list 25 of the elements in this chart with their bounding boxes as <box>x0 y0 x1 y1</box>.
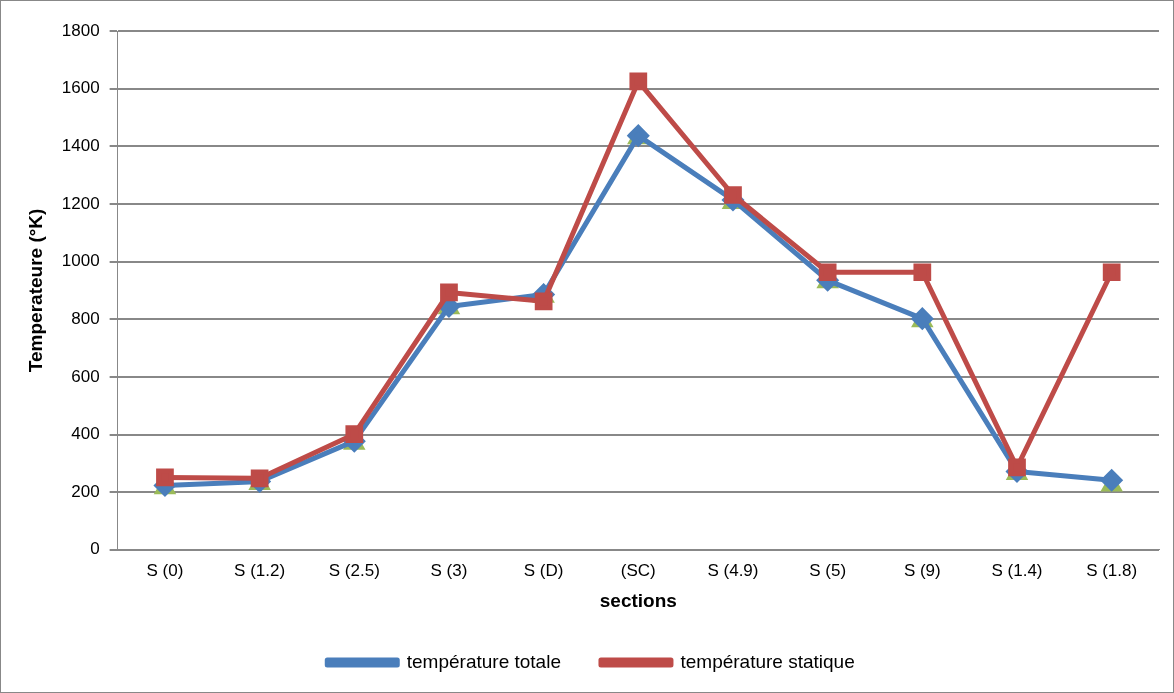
y-tick-label: 1600 <box>61 78 100 98</box>
x-tick-label: S (D) <box>523 560 564 580</box>
y-tick-label: 200 <box>71 481 100 501</box>
x-tick-label: S (5) <box>809 560 847 580</box>
x-tick-label: S (9) <box>903 560 941 580</box>
y-tick-label: 0 <box>90 539 100 559</box>
x-tick-label: S (1.2) <box>234 560 286 580</box>
y-tick-label: 600 <box>71 366 100 386</box>
x-tick-label: S (0) <box>146 560 184 580</box>
y-tick-label: 400 <box>71 424 100 444</box>
legend-label: température totale <box>406 650 561 672</box>
legend-label: température statique <box>680 650 855 672</box>
x-tick-label: S (1.4) <box>991 560 1043 580</box>
x-tick-label: S (4.9) <box>707 560 759 580</box>
y-tick-label: 800 <box>71 308 100 328</box>
x-tick-label: S (1.8) <box>1086 560 1138 580</box>
x-tick-label: S (3) <box>430 560 468 580</box>
x-tick-label: (SC) <box>620 560 656 580</box>
y-tick-label: 1800 <box>61 20 100 40</box>
y-axis-title: Temperateure (°K) <box>24 208 46 373</box>
y-tick-label: 1200 <box>61 193 100 213</box>
y-tick-label: 1400 <box>61 135 100 155</box>
y-tick-label: 1000 <box>61 251 100 271</box>
x-tick-label: S (2.5) <box>328 560 380 580</box>
x-axis-title: sections <box>599 589 677 611</box>
